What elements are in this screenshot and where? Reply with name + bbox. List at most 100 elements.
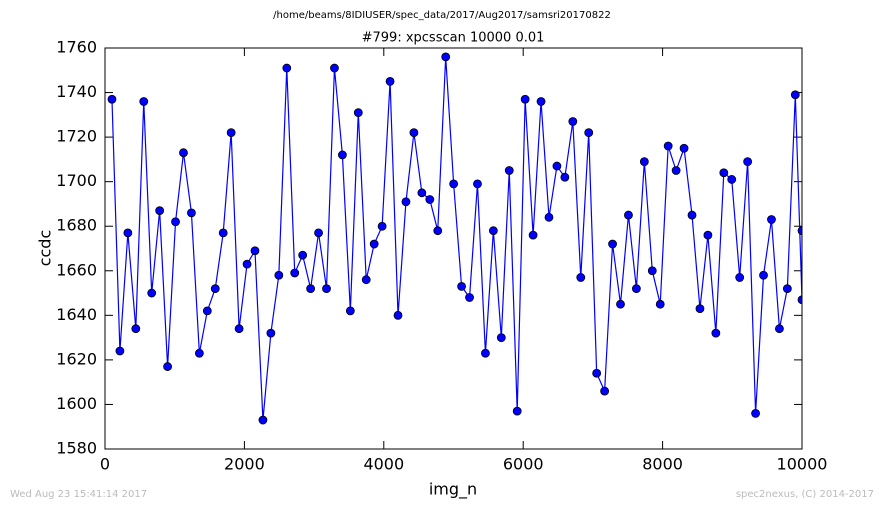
y-tick-label: 1680 (56, 216, 97, 235)
data-point (171, 217, 180, 227)
data-point (592, 368, 602, 378)
data-point (743, 157, 753, 167)
data-point (337, 150, 347, 160)
footer-left: Wed Aug 23 15:41:14 2017 (10, 489, 147, 500)
data-point (314, 228, 323, 238)
data-point (218, 228, 228, 238)
x-tick-label: 8000 (642, 455, 683, 474)
data-point (385, 77, 395, 86)
data-point (703, 230, 713, 240)
data-point (306, 284, 316, 294)
data-point (298, 250, 308, 260)
data-point (107, 94, 117, 104)
data-point (481, 348, 490, 358)
data-point (147, 288, 157, 298)
data-point (624, 210, 633, 220)
data-point (250, 246, 260, 256)
data-point (274, 270, 284, 280)
data-point (711, 328, 721, 338)
data-point (687, 210, 697, 220)
y-tick-label: 1620 (56, 349, 97, 368)
data-point (655, 299, 665, 309)
data-point (735, 273, 745, 282)
data-point (433, 226, 443, 236)
data-point (409, 128, 419, 138)
data-point (790, 90, 800, 100)
data-point (608, 239, 617, 249)
data-point (544, 212, 554, 222)
data-point (345, 306, 355, 316)
data-point (155, 206, 165, 216)
data-point (115, 346, 125, 356)
y-tick-label: 1760 (56, 38, 97, 57)
data-point (465, 293, 474, 302)
data-point (584, 128, 594, 138)
y-tick-label: 1660 (56, 260, 97, 279)
data-point (187, 208, 196, 218)
data-point (290, 268, 300, 278)
data-point (401, 197, 411, 207)
data-point (631, 284, 641, 294)
data-point (361, 275, 371, 285)
data-point (751, 408, 760, 418)
data-point (663, 141, 673, 151)
data-point (616, 299, 625, 309)
data-point (226, 128, 236, 138)
y-tick-label: 1580 (56, 439, 97, 458)
data-point (727, 175, 737, 184)
data-point (671, 166, 681, 175)
data-point (775, 324, 784, 334)
y-tick-label: 1700 (56, 171, 97, 190)
data-point (377, 221, 387, 231)
data-point (266, 328, 276, 338)
data-point (242, 259, 252, 269)
data-point (163, 362, 172, 371)
y-tick-label: 1720 (56, 127, 97, 146)
data-point (210, 284, 220, 294)
data-point (797, 295, 802, 305)
x-tick-label: 4000 (363, 455, 404, 474)
data-point (123, 228, 133, 238)
data-point (797, 226, 802, 236)
y-tick-label: 1640 (56, 305, 97, 324)
data-point (258, 415, 268, 425)
data-point (512, 406, 522, 416)
data-point (695, 304, 705, 314)
y-tick-label: 1600 (56, 394, 97, 413)
data-point (353, 108, 363, 118)
data-point (449, 179, 459, 189)
chart-subtitle: #799: xpcsscan 10000 0.01 (362, 31, 545, 46)
data-point (496, 333, 506, 343)
x-tick-label: 0 (100, 455, 110, 474)
y-axis-label: ccdc (36, 230, 55, 267)
data-point (417, 188, 427, 198)
data-point (767, 215, 776, 224)
data-point (719, 168, 729, 178)
data-point (639, 157, 649, 167)
data-point (536, 97, 546, 106)
plot-frame (104, 47, 803, 450)
data-point (552, 161, 562, 171)
x-axis-label: img_n (429, 480, 477, 500)
data-point (457, 281, 466, 291)
data-point (441, 52, 451, 62)
data-point (782, 284, 792, 294)
footer-right: spec2nexus, (C) 2014-2017 (736, 489, 874, 500)
data-point (202, 306, 212, 316)
x-tick-label: 10000 (777, 455, 828, 474)
data-point (600, 386, 610, 396)
data-point (576, 273, 586, 282)
data-point (647, 266, 657, 276)
chart-title: /home/beams/8IDIUSER/spec_data/2017/Aug2… (273, 10, 611, 21)
data-point (560, 172, 570, 182)
data-point (179, 148, 188, 158)
data-point (393, 310, 403, 320)
x-tick-label: 6000 (503, 455, 544, 474)
data-point (568, 117, 578, 126)
y-tick-label: 1740 (56, 82, 97, 101)
x-tick-label: 2000 (224, 455, 265, 474)
data-point (234, 324, 244, 334)
data-point (488, 226, 498, 236)
